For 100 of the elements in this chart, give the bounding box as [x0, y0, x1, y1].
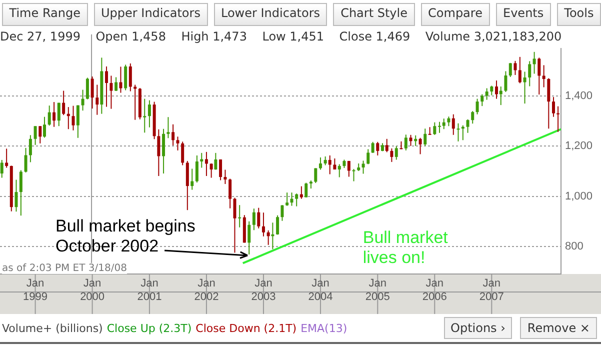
candlestick [452, 114, 455, 136]
candlestick [428, 126, 432, 136]
candlestick [528, 60, 532, 87]
x-tick-label: Jan 2006 [422, 278, 447, 303]
candlestick [252, 208, 256, 231]
text: Remove × [520, 317, 597, 339]
candlestick [204, 151, 208, 176]
text: EMA(13) [300, 322, 348, 334]
candlestick [214, 152, 218, 170]
candlestick [114, 76, 118, 92]
candlestick [172, 124, 175, 146]
candlestick [176, 136, 180, 151]
chart-subtitle: Dec 27, 1999 Open 1,458 High 1,473 Low 1,451 Close 1,469 Volume 3,021,183,200 [0, 29, 562, 44]
annotation: as of 2:03 PM ET 3/18/08 [2, 263, 127, 274]
candlestick [433, 122, 436, 136]
candlestick [280, 204, 284, 222]
candlestick [514, 60, 517, 76]
y-tick-label: 1,400 [565, 90, 593, 102]
candlestick [518, 56, 522, 84]
candlestick [286, 192, 289, 206]
x-tick-label: Jan 2004 [308, 278, 333, 303]
candlestick [338, 164, 341, 178]
candlestick [300, 186, 303, 200]
candlestick [81, 89, 84, 112]
candlestick [390, 148, 394, 162]
candlestick [34, 126, 37, 146]
candlestick [314, 168, 318, 184]
candlestick [371, 141, 374, 154]
candlestick [362, 160, 365, 174]
annotation: Bull market begins October 2002 [56, 216, 196, 256]
text: Time Range [2, 3, 88, 26]
candlestick [376, 141, 380, 156]
text: Tools [556, 3, 601, 26]
candlestick [190, 168, 194, 190]
y-tick-label: 1,200 [565, 140, 593, 152]
candlestick [200, 152, 204, 168]
candlestick [347, 160, 350, 178]
candlestick [471, 110, 474, 124]
x-tick-label: Jan 2001 [137, 278, 162, 303]
candlestick [228, 178, 232, 209]
x-tick-label: Jan 2005 [365, 278, 390, 303]
candlestick [556, 106, 560, 132]
candlestick [485, 88, 488, 100]
candlestick [508, 62, 512, 78]
candlestick [385, 138, 388, 153]
candlestick [490, 85, 494, 96]
candlestick [19, 170, 22, 216]
y-tick-label: 800 [565, 240, 584, 252]
candlestick [90, 76, 94, 110]
candlestick [238, 204, 242, 228]
candlestick [456, 122, 460, 142]
candlestick [366, 148, 370, 165]
candlestick [143, 98, 146, 134]
candlestick [318, 156, 322, 170]
candlestick [148, 100, 151, 128]
candlestick [295, 193, 298, 207]
candlestick [119, 66, 122, 94]
text: Close Down (2.1T) [196, 322, 297, 334]
candlestick [552, 96, 556, 118]
candlestick [476, 98, 479, 115]
candlestick [290, 192, 294, 206]
candlestick [409, 134, 412, 146]
candlestick [52, 102, 56, 128]
candlestick [466, 118, 470, 134]
candlestick [328, 154, 332, 175]
candlestick [532, 51, 536, 74]
candlestick [105, 66, 108, 108]
candlestick [210, 162, 213, 178]
x-tick-label: Jan 1999 [23, 278, 48, 303]
candlestick [186, 160, 189, 211]
x-tick-label: Jan 2000 [80, 278, 105, 303]
candlestick [128, 62, 132, 92]
x-tick-label: Jan 2002 [194, 278, 219, 303]
text: Compare [420, 3, 490, 26]
candlestick [28, 134, 32, 163]
text: Close Up (2.3T) [106, 322, 192, 334]
candlestick [499, 86, 502, 106]
candlestick [224, 169, 227, 185]
candlestick [43, 116, 46, 138]
text: Lower Indicators [214, 3, 328, 26]
candlestick [257, 207, 260, 229]
candlestick [233, 197, 236, 254]
candlestick [404, 134, 408, 151]
candlestick [162, 128, 166, 174]
candlestick [24, 147, 28, 173]
candlestick [57, 102, 60, 127]
candlestick [124, 64, 128, 91]
candlestick [262, 212, 265, 237]
candlestick [424, 128, 427, 146]
text: Options › [444, 317, 512, 339]
candlestick [76, 104, 80, 138]
candlestick [157, 128, 160, 176]
text: Upper Indicators [94, 3, 208, 26]
candlestick [547, 78, 550, 130]
candlestick [248, 220, 251, 255]
candlestick [181, 141, 184, 166]
candlestick [480, 94, 484, 107]
candlestick [72, 105, 75, 131]
annotation: Bull market lives on! [362, 228, 448, 268]
candlestick [538, 57, 541, 96]
